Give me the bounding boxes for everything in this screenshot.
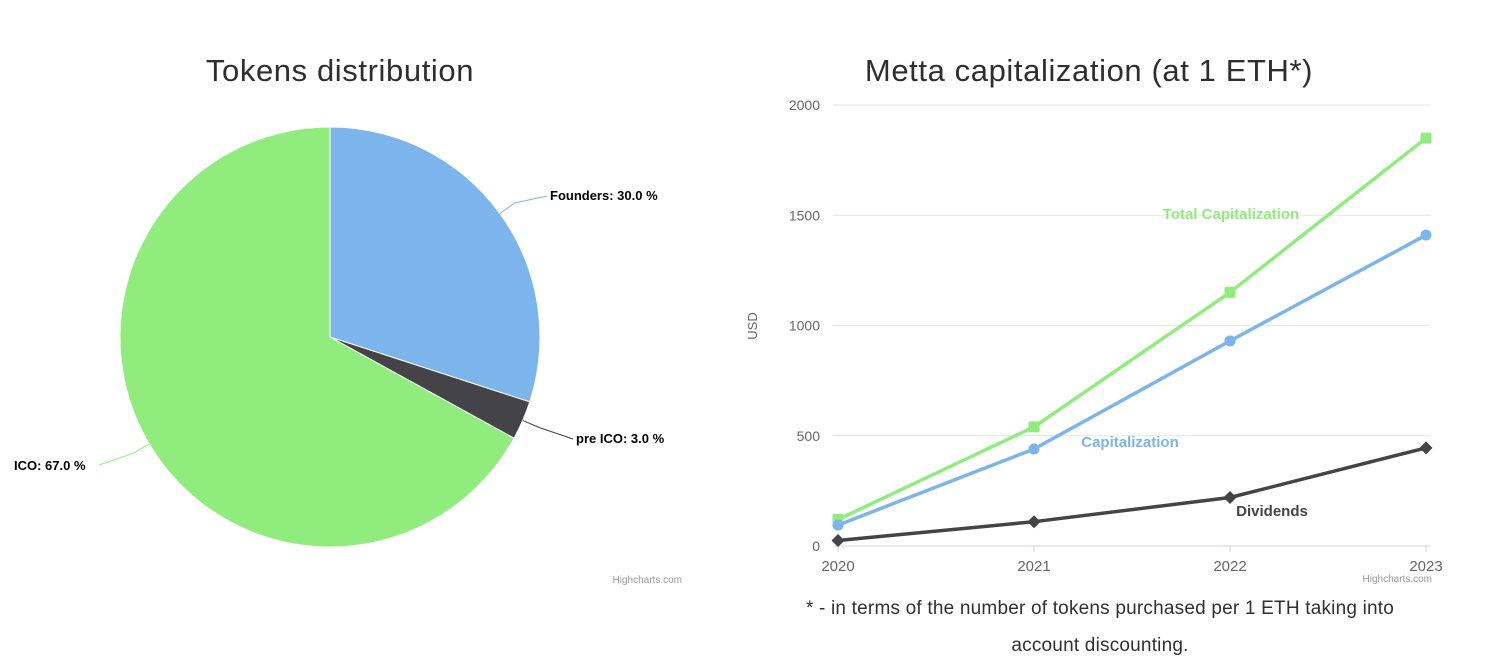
series-label-dividends: Dividends: [1236, 503, 1308, 520]
marker-capitalization-2020[interactable]: [832, 519, 844, 531]
footnote-line-2: account discounting.: [1011, 635, 1189, 656]
x-axis-label-2023: 2023: [1409, 558, 1442, 575]
series-label-capitalization: Capitalization: [1081, 434, 1179, 451]
pie-chart-title: Tokens distribution: [205, 53, 475, 88]
series-line-total-capitalization[interactable]: [836, 136, 1428, 522]
x-axis-label-2020: 2020: [821, 558, 854, 575]
pie-slice-ico[interactable]: [119, 126, 515, 548]
y-axis-label-2000: 2000: [789, 97, 820, 113]
line-plot: 0 500 1000 1500 2000 2020 2021 2022 2023 USD Total…: [745, 97, 1443, 575]
pie-slice-founders[interactable]: [329, 126, 541, 403]
marker-total-capitalization-2022[interactable]: [1224, 286, 1236, 298]
pie-plot: [98, 126, 574, 548]
series-line-dividends[interactable]: [836, 446, 1428, 543]
highcharts-credits-link[interactable]: Highcharts.com: [612, 575, 682, 586]
x-axis-label-2021: 2021: [1017, 558, 1050, 575]
marker-capitalization-2023[interactable]: [1420, 229, 1432, 241]
marker-total-capitalization-2023[interactable]: [1420, 132, 1432, 144]
series-label-total-capitalization: Total Capitalization: [1163, 206, 1299, 223]
x-axis-label-2022: 2022: [1213, 558, 1246, 575]
y-axis-label-1000: 1000: [789, 318, 820, 334]
highcharts-credits-link[interactable]: Highcharts.com: [1362, 574, 1432, 585]
y-axis-title: USD: [745, 312, 760, 339]
footnote-line-1: * - in terms of the number of tokens pur…: [805, 598, 1395, 619]
y-axis-label-500: 500: [797, 428, 821, 444]
pie-connector-ico: [98, 443, 150, 466]
marker-capitalization-2021[interactable]: [1028, 443, 1040, 455]
marker-capitalization-2022[interactable]: [1224, 335, 1236, 347]
pie-label-pre-ico: pre ICO: 3.0 %: [576, 431, 665, 446]
pie-connector-founders: [499, 195, 548, 215]
y-axis-label-1500: 1500: [789, 207, 820, 223]
marker-dividends-2021[interactable]: [1027, 515, 1041, 529]
pie-connector-pre-ico: [522, 419, 574, 440]
marker-total-capitalization-2021[interactable]: [1028, 421, 1040, 433]
marker-dividends-2022[interactable]: [1223, 490, 1237, 504]
pie-label-founders: Founders: 30.0 %: [550, 188, 658, 203]
line-chart-title: Metta capitalization (at 1 ETH*): [864, 53, 1314, 88]
y-axis-label-0: 0: [812, 538, 820, 554]
series-line-capitalization[interactable]: [836, 233, 1428, 527]
pie-label-ico: ICO: 67.0 %: [14, 458, 86, 473]
marker-dividends-2020[interactable]: [831, 533, 845, 547]
marker-dividends-2023[interactable]: [1419, 441, 1433, 455]
